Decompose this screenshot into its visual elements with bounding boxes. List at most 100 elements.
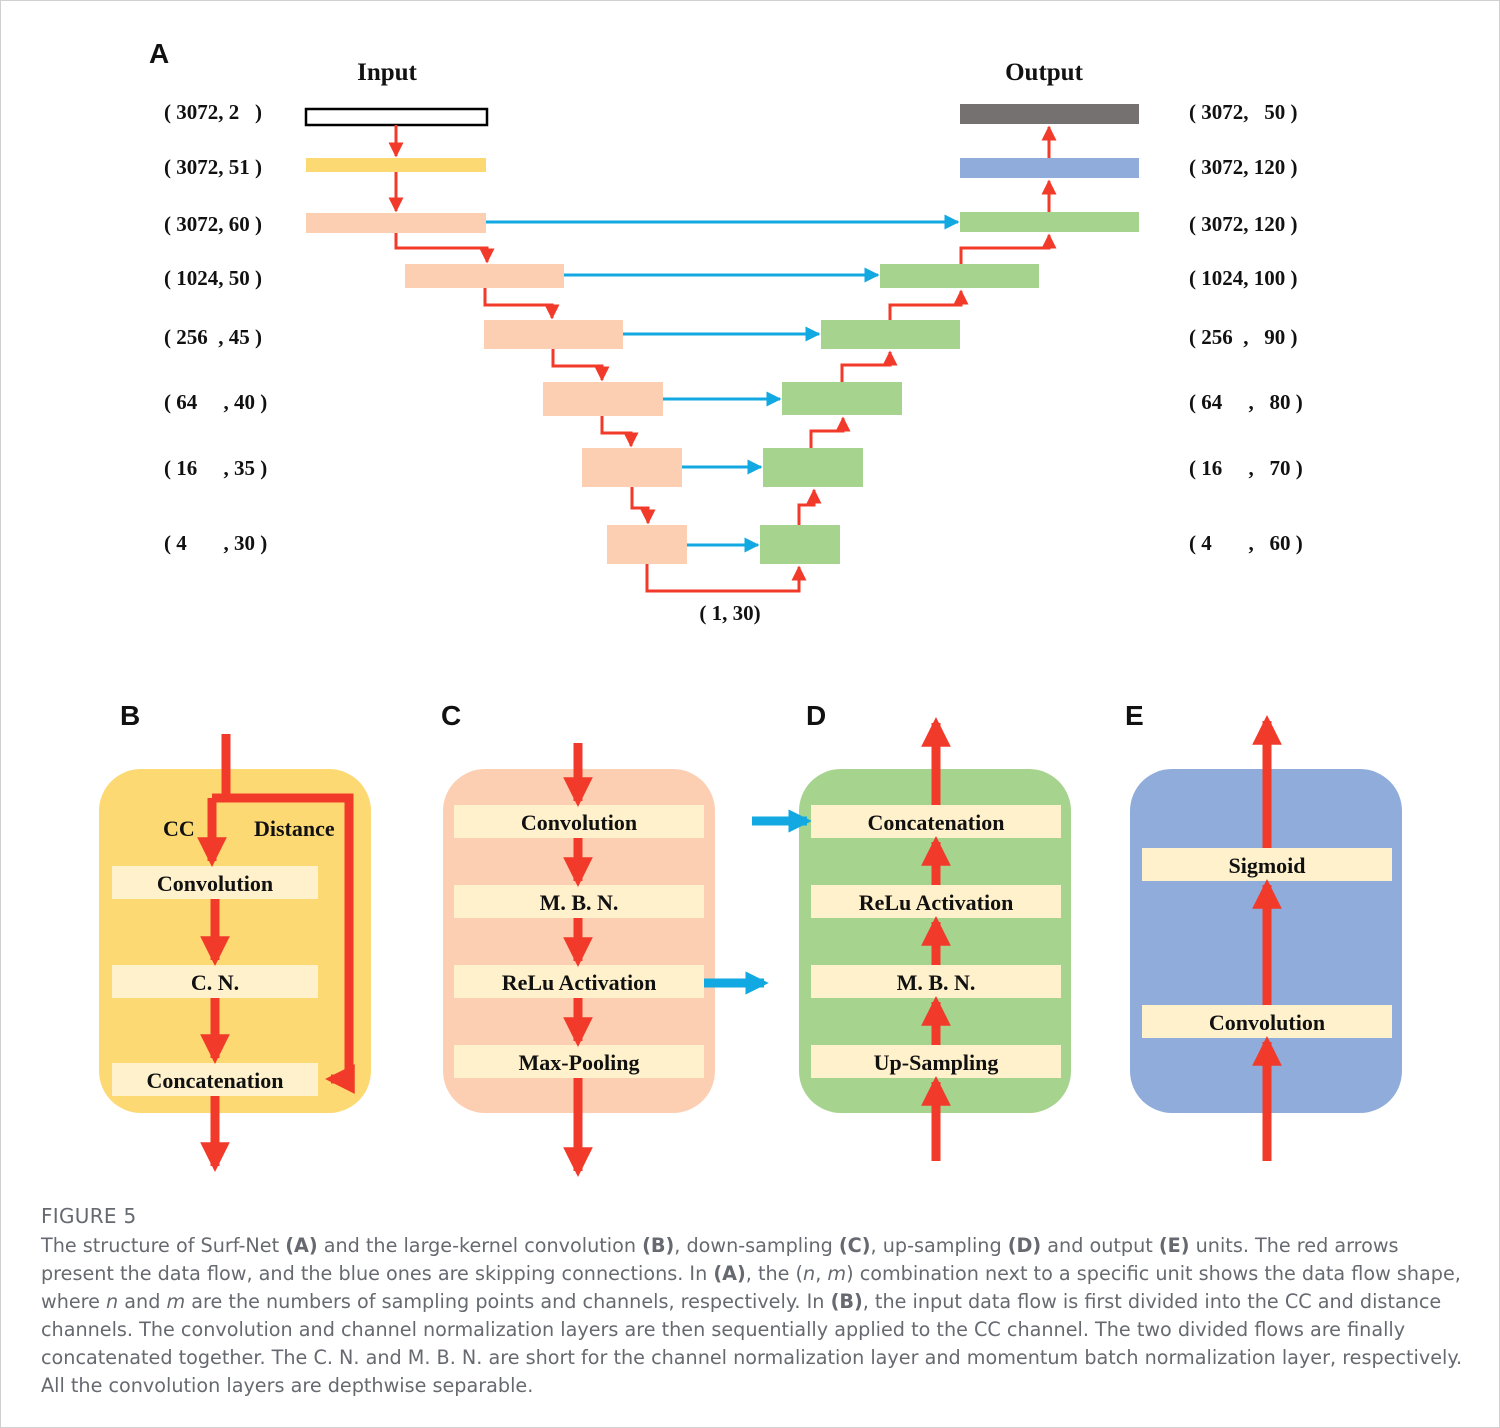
encoder-block [306, 213, 486, 233]
flow-arrow [630, 487, 656, 525]
panel-label-a: A [149, 38, 169, 69]
caption-text: , [815, 1262, 828, 1285]
caption-ref: (B) [830, 1290, 863, 1313]
layer-box [811, 965, 1061, 998]
panel-b-flow [197, 734, 355, 1172]
caption-ref: (E) [1158, 1234, 1190, 1257]
right-shape-labels: ( 3072, 50 ) ( 3072, 120 ) ( 3072, 120 )… [1189, 100, 1303, 555]
panel-label-c: C [441, 700, 461, 731]
right-shape-label: ( 3072, 120 ) [1189, 212, 1298, 236]
encoder-block [484, 320, 623, 349]
left-shape-labels: ( 3072, 2 ) ( 3072, 51 ) ( 3072, 60 ) ( … [164, 100, 267, 555]
caption-text: and [118, 1290, 167, 1313]
layer-label: Concatenation [147, 1068, 284, 1093]
layer-label: ReLu Activation [502, 970, 657, 995]
encoder-block [607, 525, 687, 564]
caption-ref: (C) [838, 1234, 871, 1257]
diagram-canvas: A Input Output ( 3072, 2 ) ( 3072, 51 ) … [99, 38, 1402, 1177]
caption-text: , the ( [745, 1262, 804, 1285]
right-shape-label: ( 3072, 50 ) [1189, 100, 1298, 124]
layer-label: Up-Sampling [874, 1050, 999, 1075]
caption-var: m [827, 1262, 847, 1285]
left-shape-label: ( 256 , 45 ) [164, 325, 262, 349]
encoder-block [405, 264, 564, 288]
encoder-block-yellow [306, 158, 486, 172]
right-shape-label: ( 3072, 120 ) [1189, 155, 1298, 179]
encoder-block [543, 382, 663, 416]
large-kernel-conv-unit [99, 769, 371, 1113]
decoder-blocks [760, 104, 1139, 564]
input-title: Input [357, 59, 417, 86]
layer-label: Convolution [1209, 1010, 1325, 1035]
decoder-block [760, 525, 840, 564]
left-shape-label: ( 3072, 2 ) [164, 100, 262, 124]
output-title: Output [1005, 59, 1083, 86]
left-shape-label: ( 16 , 35 ) [164, 456, 267, 480]
decoder-block [821, 320, 960, 349]
layer-box [454, 885, 704, 918]
caption-title: FIGURE 5 [41, 1204, 137, 1228]
input-block [304, 107, 489, 127]
skip-connections [486, 214, 960, 553]
layer-label: M. B. N. [540, 890, 619, 915]
bottleneck-shape-label: ( 1, 30) [699, 601, 760, 625]
caption-text: , the input data flow is first divided i… [41, 1290, 1463, 1397]
layer-box [112, 1063, 318, 1096]
cc-channel-label: CC [163, 816, 195, 841]
data-flow-arrows [388, 125, 1057, 593]
decoder-block-blue [960, 158, 1139, 178]
panel-e-layers: Sigmoid Convolution [1142, 848, 1392, 1038]
decoder-block [763, 448, 863, 487]
layer-label: M. B. N. [897, 970, 976, 995]
caption-text: and the large-kernel convolution [317, 1234, 643, 1257]
encoder-block [582, 448, 682, 487]
panel-c-layers: Convolution M. B. N. ReLu Activation Max… [454, 805, 704, 1078]
caption-text: are the numbers of sampling points and c… [185, 1290, 831, 1313]
layer-label: C. N. [191, 970, 239, 995]
caption-text: , down-sampling [674, 1234, 839, 1257]
panel-label-d: D [806, 700, 826, 731]
left-shape-label: ( 3072, 60 ) [164, 212, 262, 236]
layer-box [1142, 1005, 1392, 1038]
flow-arrow [645, 564, 807, 593]
right-shape-label: ( 4 , 60 ) [1189, 531, 1303, 555]
flow-arrow [394, 233, 495, 264]
caption-var: m [166, 1290, 186, 1313]
right-shape-label: ( 1024, 100 ) [1189, 266, 1298, 290]
layer-box [811, 805, 1061, 838]
layer-box [112, 965, 318, 998]
layer-box [454, 965, 704, 998]
layer-label: Max-Pooling [519, 1050, 640, 1075]
caption-ref: (A) [713, 1262, 746, 1285]
flow-arrow [959, 233, 1057, 264]
panel-label-b: B [120, 700, 140, 731]
decoder-block [960, 212, 1139, 232]
caption-ref: (A) [285, 1234, 318, 1257]
flow-arrow [840, 350, 898, 382]
layer-box [811, 885, 1061, 918]
caption-var: n [803, 1262, 816, 1285]
flow-arrow [551, 349, 610, 382]
left-shape-label: ( 1024, 50 ) [164, 266, 262, 290]
layer-box [112, 866, 318, 899]
layer-label: Concatenation [868, 810, 1005, 835]
right-shape-label: ( 256 , 90 ) [1189, 325, 1298, 349]
caption-text: units. The red arrows present the data f… [41, 1234, 1399, 1285]
caption-ref: (D) [1007, 1234, 1042, 1257]
layer-label: Convolution [521, 810, 637, 835]
distance-channel-label: Distance [254, 816, 335, 841]
layer-label: Convolution [157, 871, 273, 896]
left-shape-label: ( 4 , 30 ) [164, 531, 267, 555]
caption-text: The structure of Surf-Net [41, 1234, 286, 1257]
caption-ref: (B) [642, 1234, 675, 1257]
caption-text: , up-sampling [870, 1234, 1008, 1257]
panel-b-layers: Convolution C. N. Concatenation [112, 866, 318, 1096]
decoder-block [782, 382, 902, 415]
panel-d-layers: Concatenation ReLu Activation M. B. N. U… [811, 805, 1061, 1078]
flow-arrow [483, 288, 560, 320]
panel-label-e: E [1125, 700, 1144, 731]
right-shape-label: ( 16 , 70 ) [1189, 456, 1303, 480]
layer-box [454, 1045, 704, 1078]
layer-box [811, 1045, 1061, 1078]
